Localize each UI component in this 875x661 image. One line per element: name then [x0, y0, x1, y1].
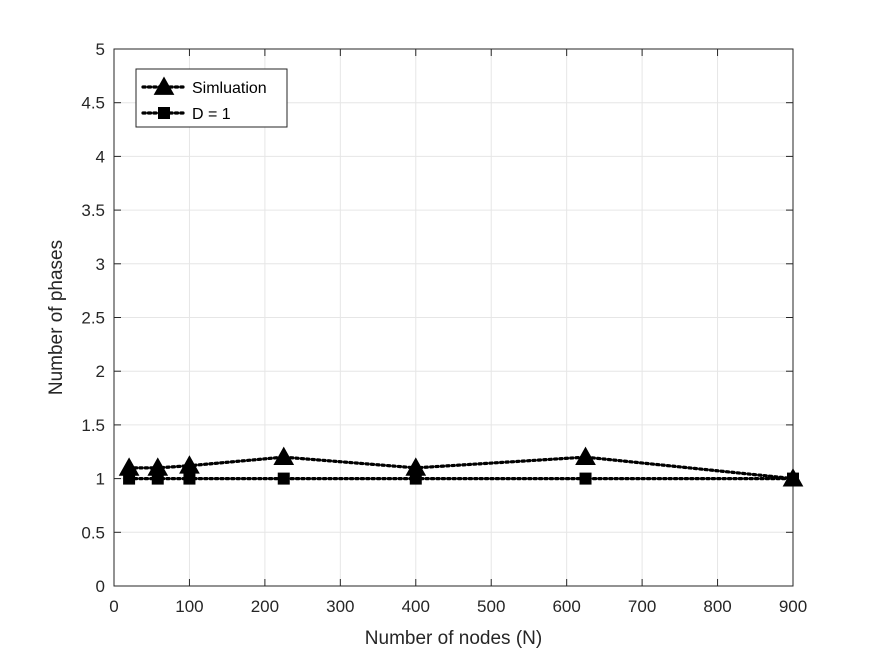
- y-tick-label: 5: [96, 40, 105, 59]
- legend-marker-square: [158, 107, 170, 119]
- legend: Simluation D = 1: [135, 68, 288, 128]
- x-tick-label: 300: [326, 597, 354, 616]
- y-tick-label: 3: [96, 255, 105, 274]
- y-tick-label: 0: [96, 577, 105, 596]
- data-point-triangle: [782, 468, 804, 487]
- x-tick-label: 700: [628, 597, 656, 616]
- x-tick-label: 0: [109, 597, 118, 616]
- legend-entries: Simluation D = 1: [141, 76, 267, 123]
- data-point-triangle: [405, 457, 427, 476]
- series-layer: [118, 446, 804, 487]
- data-point-square: [579, 472, 592, 485]
- y-tick-label: 2: [96, 362, 105, 381]
- y-tick-label: 0.5: [81, 523, 105, 542]
- x-tick-label: 900: [779, 597, 807, 616]
- y-tick-label: 1: [96, 470, 105, 489]
- data-point-triangle: [575, 446, 596, 466]
- x-tick-label: 800: [703, 597, 731, 616]
- y-axis-title: Number of phases: [46, 240, 67, 395]
- x-tick-label: 200: [251, 597, 279, 616]
- legend-entry-square: D = 1: [141, 106, 231, 123]
- data-point-triangle: [147, 457, 169, 476]
- legend-label-square: D = 1: [192, 106, 231, 123]
- x-tick-label: 600: [552, 597, 580, 616]
- legend-entry-triangle: Simluation: [141, 76, 267, 97]
- y-tick-label: 4.5: [81, 94, 105, 113]
- x-tick-label: 500: [477, 597, 505, 616]
- data-point-square: [277, 472, 290, 485]
- y-tick-label: 2.5: [81, 309, 105, 328]
- legend-label-triangle: Simluation: [192, 80, 267, 97]
- data-point-triangle: [118, 457, 140, 476]
- y-tick-label: 3.5: [81, 201, 105, 220]
- series-triangle: [118, 446, 804, 487]
- y-tick-label: 1.5: [81, 416, 105, 435]
- x-tick-label: 400: [402, 597, 430, 616]
- data-point-square: [183, 472, 196, 485]
- plot-frame: [113, 48, 794, 587]
- x-tick-label: 100: [175, 597, 203, 616]
- legend-marker-triangle: [153, 76, 175, 95]
- x-axis-title: Number of nodes (N): [365, 628, 542, 649]
- data-point-triangle: [179, 455, 200, 474]
- data-point-triangle: [273, 446, 295, 466]
- ticks: 0 100 200 300 400 500 600 700 800 900 0 0.5 1 1.5 2 2.5…: [81, 40, 807, 616]
- y-tick-label: 4: [96, 147, 105, 166]
